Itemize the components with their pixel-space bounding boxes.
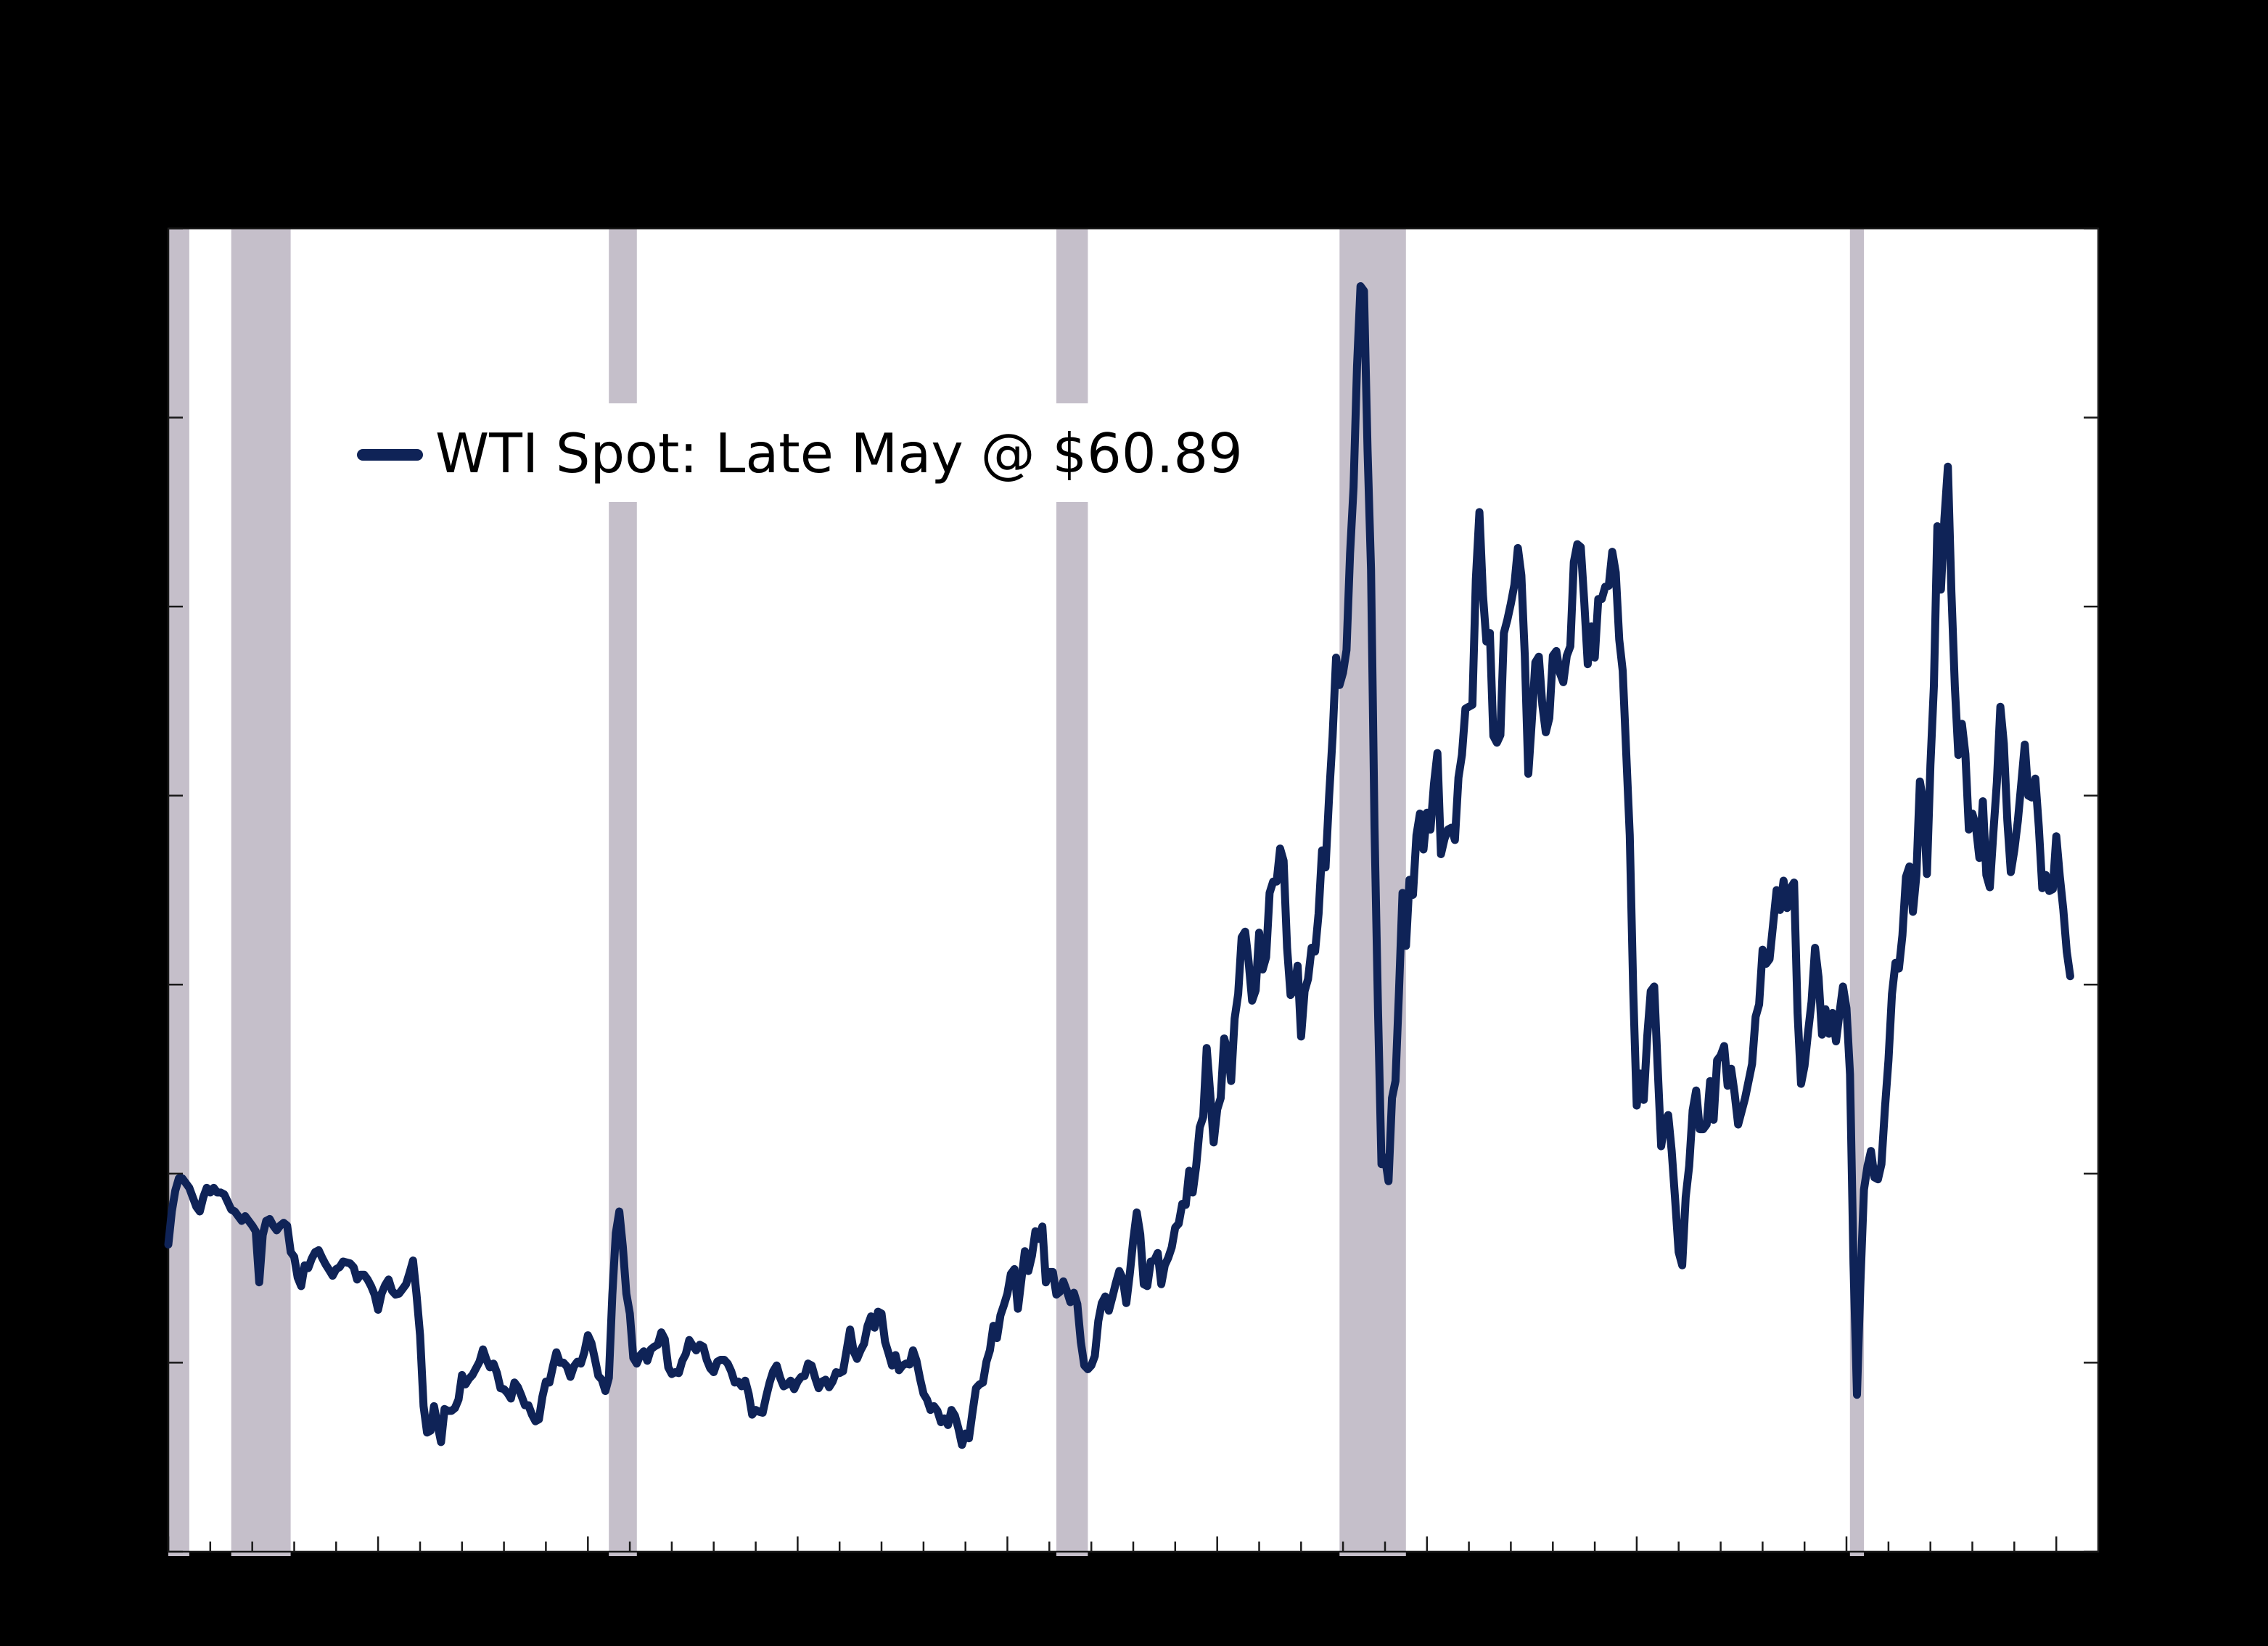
legend-box <box>339 403 1266 502</box>
recession-band <box>168 229 189 1556</box>
recession-band <box>231 229 291 1556</box>
legend-label: WTI Spot: Late May @ $60.89 <box>435 421 1243 485</box>
wti-spot-price-line <box>164 282 2074 1449</box>
